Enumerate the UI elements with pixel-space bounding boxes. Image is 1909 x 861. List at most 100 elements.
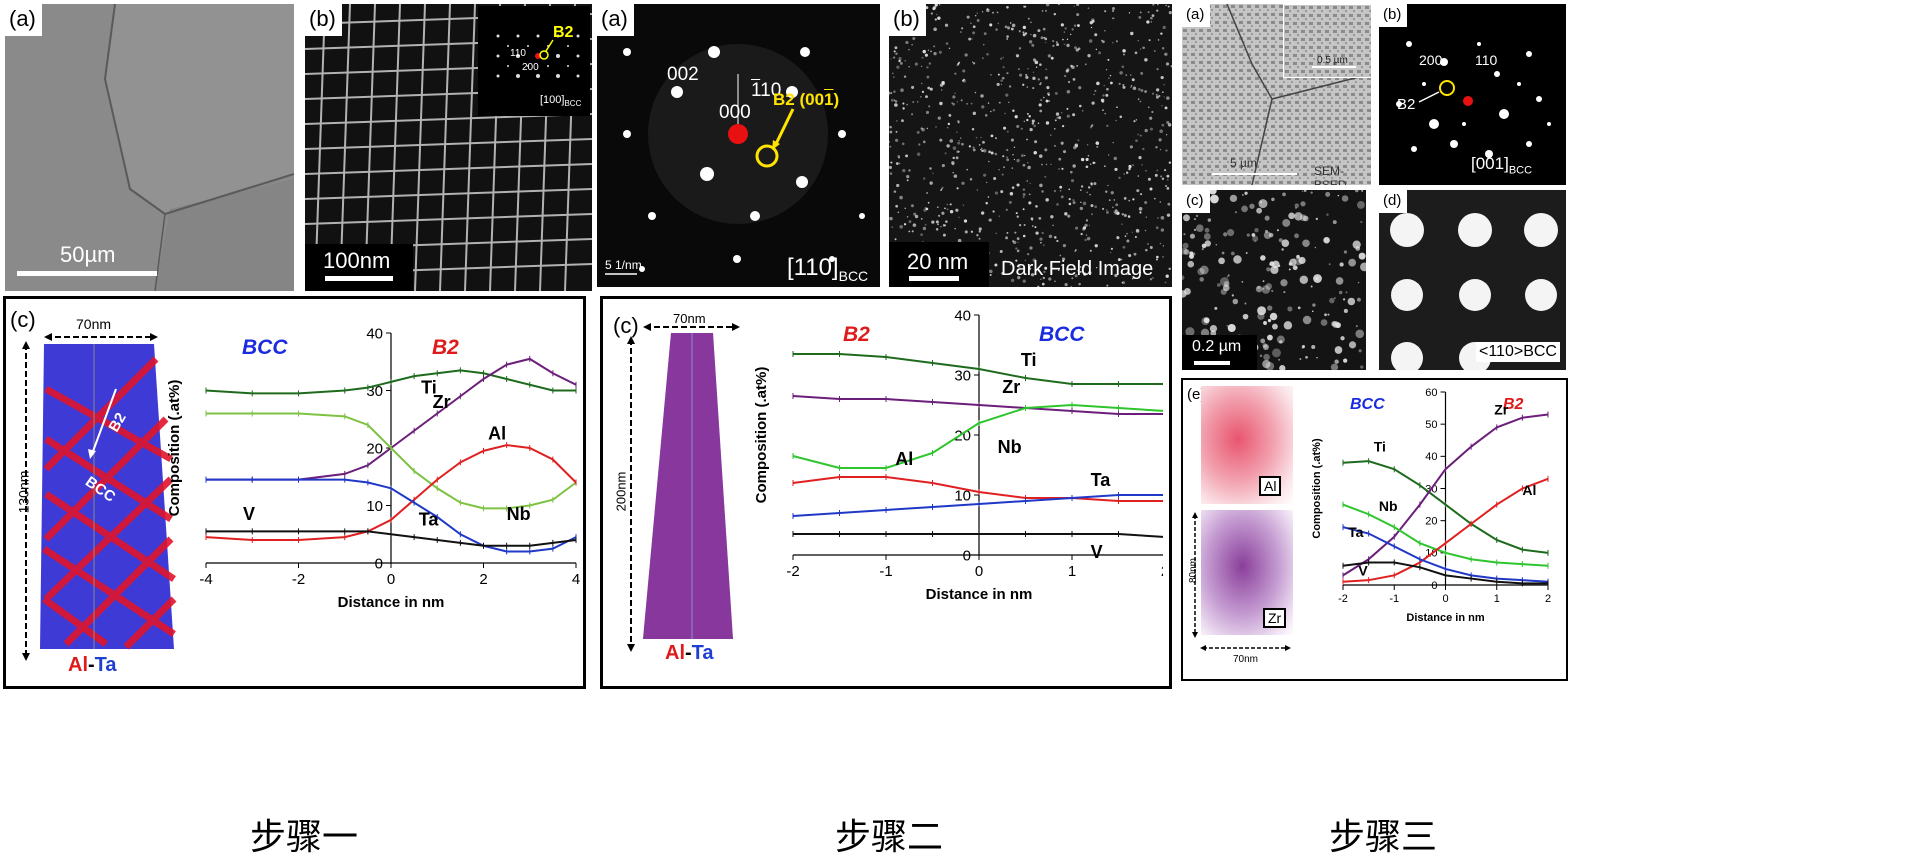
speckle — [1054, 119, 1057, 122]
x-axis-label: Distance in nm — [926, 586, 1033, 603]
speckle — [1006, 156, 1008, 159]
speckle — [1112, 141, 1114, 144]
speckle — [1032, 225, 1034, 227]
speckle — [945, 42, 949, 45]
speckle — [1138, 207, 1143, 211]
speckle — [1161, 91, 1164, 94]
speckle — [1058, 168, 1060, 170]
speckle — [1355, 329, 1365, 339]
b2-spot-label: B2 (001) — [773, 90, 840, 109]
series-label-zr: Zr — [433, 392, 451, 412]
speckle — [944, 152, 947, 155]
speckle — [1127, 215, 1131, 218]
speckle — [980, 136, 982, 139]
image-caption: <110>BCC — [1476, 342, 1560, 362]
speckle — [939, 101, 943, 106]
speckle — [1050, 56, 1054, 60]
speckle — [1352, 240, 1361, 249]
speckle — [935, 125, 937, 128]
speckle — [1156, 4, 1159, 6]
speckle — [1015, 247, 1018, 250]
speckle — [1016, 215, 1019, 218]
speckle — [1066, 68, 1070, 72]
speckle — [952, 95, 956, 99]
step2-panel-a-diffraction: (a) 002 110 000 B2 (001) [110]BCC 5 1/nm — [597, 4, 880, 287]
speckle — [1107, 58, 1110, 61]
speckle — [1001, 173, 1004, 176]
scale-bar-label: 50µm — [60, 242, 116, 267]
speckle — [952, 146, 957, 150]
speckle — [1075, 226, 1079, 230]
speckle — [1095, 48, 1098, 51]
speckle — [962, 204, 965, 206]
speckle — [960, 31, 962, 33]
composition-chart-step2: -2-1012010203040Distance in nmCompositio… — [753, 307, 1163, 603]
speckle — [987, 196, 990, 198]
speckle — [1149, 245, 1153, 249]
speckle — [1106, 124, 1109, 127]
speckle — [1166, 134, 1168, 136]
speckle — [1159, 242, 1162, 245]
speckle — [1278, 238, 1283, 243]
speckle — [961, 27, 964, 30]
speckle — [1129, 74, 1132, 76]
step1-panel-a-sem: (a) 50µm — [5, 4, 294, 291]
step3-panel-c-darkfield: (c) 0.2 µm — [1182, 190, 1366, 370]
speckle — [1104, 113, 1106, 115]
speckle — [1037, 29, 1041, 33]
speckle — [1082, 226, 1087, 230]
speckle — [1026, 118, 1029, 122]
speckle — [984, 114, 988, 117]
speckle — [1042, 276, 1046, 280]
speckle — [1006, 158, 1010, 162]
speckle — [1086, 236, 1091, 241]
x-tick-label: 2 — [1545, 593, 1551, 605]
speckle — [1118, 82, 1121, 86]
speckle — [966, 102, 969, 105]
speckle — [1016, 124, 1020, 128]
speckle — [1046, 86, 1050, 90]
speckle — [1258, 199, 1268, 209]
speckle — [958, 139, 960, 142]
speckle — [1294, 233, 1299, 239]
speckle — [933, 45, 936, 48]
speckle — [1150, 16, 1153, 20]
speckle — [893, 90, 896, 94]
speckle — [1122, 84, 1125, 86]
speckle — [1006, 38, 1009, 40]
speckle — [957, 150, 960, 153]
speckle — [994, 152, 998, 156]
step3-panel-b-diffraction: (b) 200 110 B2 [001]BCC — [1379, 4, 1566, 185]
speckle — [1120, 258, 1123, 261]
speckle — [1096, 81, 1100, 86]
speckle — [1030, 33, 1032, 36]
speckle — [1064, 74, 1067, 78]
panel-label: (e) — [1187, 386, 1206, 403]
speckle — [1039, 183, 1043, 188]
speckle — [993, 176, 997, 180]
speckle — [940, 226, 942, 228]
speckle — [1043, 270, 1046, 274]
speckle — [986, 8, 990, 13]
speckle — [1348, 258, 1357, 267]
speckle — [925, 110, 930, 115]
speckle — [1054, 236, 1057, 239]
speckle — [1026, 138, 1028, 141]
speckle — [1149, 116, 1153, 120]
speckle — [1124, 235, 1127, 237]
speckle — [998, 169, 1000, 171]
speckle — [1103, 85, 1105, 87]
speckle — [1043, 96, 1045, 99]
speckle — [1199, 277, 1204, 282]
speckle — [1066, 43, 1070, 48]
y-tick-label: 40 — [954, 307, 971, 324]
speckle — [958, 216, 960, 219]
speckle — [940, 187, 943, 190]
speckle — [1129, 145, 1133, 149]
speckle — [1006, 130, 1009, 133]
speckle — [1031, 43, 1035, 47]
step3-panel-a-sem: (a) 0.5 µm 5 µm SEM-BSED — [1182, 4, 1371, 185]
speckle — [1128, 167, 1131, 171]
panel-label: (a) — [5, 4, 42, 36]
speckle — [914, 62, 918, 66]
